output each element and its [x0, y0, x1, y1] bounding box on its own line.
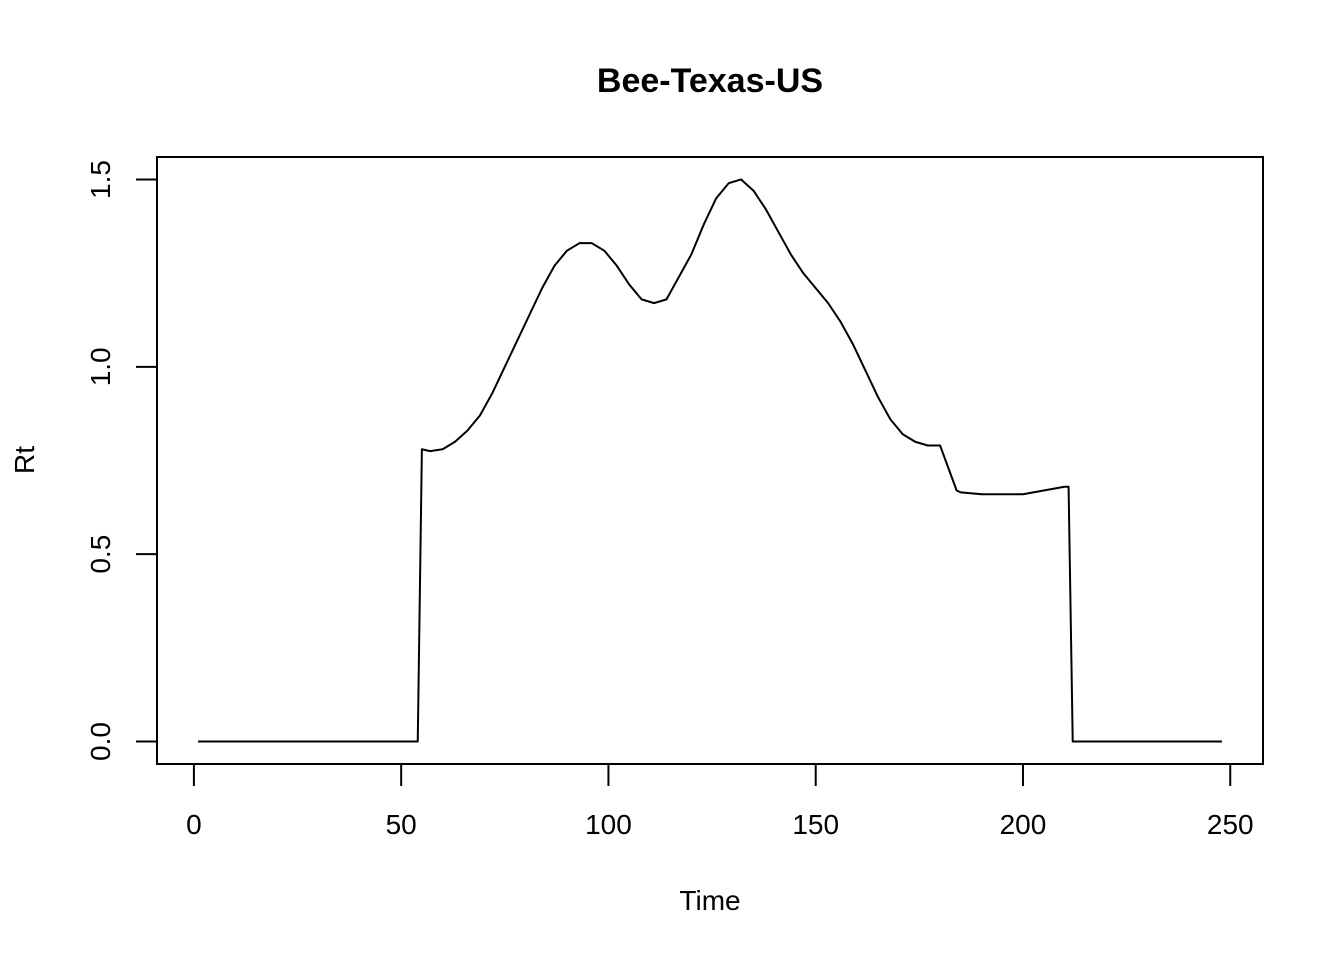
x-tick-label: 200 [1000, 809, 1047, 840]
y-axis: 0.0 0.5 1.0 1.5 [85, 160, 158, 761]
x-tick-label: 100 [585, 809, 632, 840]
x-tick-label: 150 [792, 809, 839, 840]
plot-area-border [156, 156, 1264, 765]
x-tick-label: 0 [186, 809, 202, 840]
y-tick-label: 0.5 [85, 535, 116, 574]
x-axis: 0 50 100 150 200 250 [186, 763, 1254, 840]
y-tick-label: 0.0 [85, 722, 116, 761]
x-tick-label: 50 [386, 809, 417, 840]
y-tick-label: 1.0 [85, 347, 116, 386]
x-tick-label: 250 [1207, 809, 1254, 840]
y-axis-label: Rt [9, 446, 40, 474]
chart-title: Bee-Texas-US [597, 62, 823, 100]
y-tick-label: 1.5 [85, 160, 116, 199]
x-axis-label: Time [679, 885, 740, 916]
series-line [198, 178, 1222, 743]
